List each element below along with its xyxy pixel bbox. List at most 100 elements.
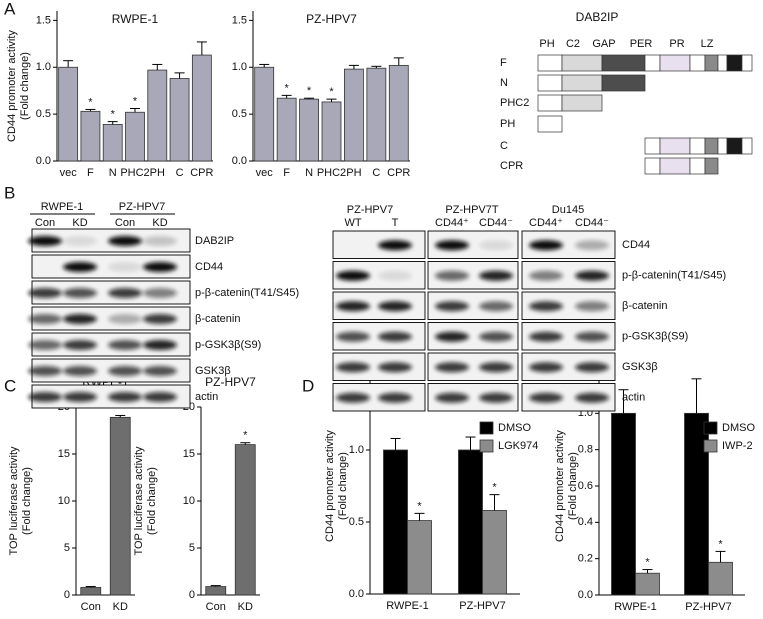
blot-band <box>143 366 177 376</box>
domain-label: PR <box>669 38 684 50</box>
y-tick-label: 5 <box>64 542 70 554</box>
legend-label: DMSO <box>498 422 531 434</box>
construct-label: C <box>500 140 508 152</box>
band-label: GSK3β <box>622 361 658 373</box>
significance-star: * <box>718 538 723 550</box>
domain-segment <box>537 94 563 112</box>
bar <box>125 111 145 162</box>
bar <box>299 98 319 162</box>
blot-band <box>63 366 97 376</box>
significance-star: * <box>645 556 650 568</box>
bar <box>407 520 432 595</box>
y-tick-label: 0.6 <box>578 480 593 492</box>
y-tick-label: 15 <box>183 448 195 460</box>
x-tick-label: C <box>372 167 380 179</box>
domain-segment <box>644 157 661 175</box>
band-label: actin <box>195 391 218 403</box>
chart-title: PZ-HPV7 <box>205 375 256 389</box>
domain-segment <box>689 54 706 72</box>
blot-band <box>63 314 97 324</box>
bar <box>458 449 483 595</box>
blot-band <box>435 240 469 251</box>
blot-band <box>378 331 412 342</box>
significance-star: * <box>133 95 138 107</box>
blot-band <box>575 362 609 373</box>
lane-label: CD44⁻ <box>575 217 609 229</box>
blot-band <box>529 240 563 251</box>
y-axis-label: CD44 promoter activity <box>554 430 566 542</box>
bar <box>276 97 297 162</box>
construct-label: PHC2 <box>500 97 529 109</box>
x-tick-label: F <box>87 167 94 179</box>
blot-band <box>378 270 412 281</box>
bar <box>80 110 101 162</box>
band-label: p-β-catenin(T41/S45) <box>195 287 299 299</box>
x-tick-label: PHC2 <box>317 167 346 179</box>
blot-group-label: RWPE-1 <box>41 201 84 213</box>
y-tick-label: 1.0 <box>36 61 51 73</box>
diagram-title: DAB2IP <box>576 10 619 24</box>
domain-segment <box>689 137 706 155</box>
blot-band <box>529 301 563 312</box>
blot-band <box>28 366 62 376</box>
significance-star: * <box>492 482 497 494</box>
x-tick-label: C <box>176 167 184 179</box>
band-label: p-β-catenin(T41/S45) <box>622 270 726 282</box>
x-tick-label: PHC2 <box>120 167 149 179</box>
blot-band <box>479 392 513 403</box>
lane-label: T <box>392 217 399 229</box>
blot-band <box>435 331 469 342</box>
blot-band <box>529 331 563 342</box>
blot-band <box>108 366 142 376</box>
y-axis-label: (Fold change) <box>567 452 579 520</box>
domain-label: GAP <box>592 38 615 50</box>
domain-label: PER <box>630 38 653 50</box>
band-label: CD44 <box>622 239 650 251</box>
blot-band <box>63 236 97 246</box>
blot-band <box>479 362 513 373</box>
y-tick-label: 1.5 <box>232 14 247 26</box>
lane-label: KD <box>152 217 167 229</box>
blot-band <box>336 392 370 403</box>
x-tick-label: vec <box>60 167 78 179</box>
lane-label: Con <box>35 217 55 229</box>
blot-band <box>108 340 142 350</box>
y-tick-label: 1.0 <box>232 61 247 73</box>
bar <box>205 586 227 596</box>
lane-label: Con <box>115 217 135 229</box>
y-axis-label: CD44 promoter activity <box>6 30 18 142</box>
domain-segment <box>741 54 753 72</box>
blot-band <box>143 392 177 402</box>
bar <box>109 416 131 596</box>
blot-band <box>108 314 142 324</box>
bar <box>388 64 409 162</box>
y-tick-label: 10 <box>58 495 70 507</box>
legend-swatch <box>703 439 718 453</box>
blot-band <box>108 288 142 298</box>
band-label: β-catenin <box>195 313 240 325</box>
domain-segment <box>601 54 646 72</box>
x-tick-label: N <box>109 167 117 179</box>
x-tick-label: KD <box>113 601 128 613</box>
blot-band <box>336 362 370 373</box>
legend-swatch <box>479 421 494 435</box>
blot-band <box>108 236 142 246</box>
legend-swatch <box>479 439 494 453</box>
x-tick-label: PZ-HPV7 <box>685 601 731 613</box>
blot-group-label: PZ-HPV7 <box>347 204 393 216</box>
y-axis-label: (Fold change) <box>146 467 158 535</box>
x-tick-label: Con <box>81 601 101 613</box>
blot-band <box>435 270 469 281</box>
domain-segment <box>704 137 719 155</box>
blot-band <box>336 301 370 312</box>
y-tick-label: 0.0 <box>578 589 593 601</box>
lane-label: CD44⁻ <box>479 217 513 229</box>
band-label: CD44 <box>195 261 223 273</box>
bar <box>169 78 190 162</box>
bar <box>234 444 256 596</box>
bar <box>366 67 387 162</box>
significance-star: * <box>111 109 116 121</box>
domain-segment <box>644 54 661 72</box>
bar <box>191 54 212 162</box>
domain-segment <box>659 54 691 72</box>
